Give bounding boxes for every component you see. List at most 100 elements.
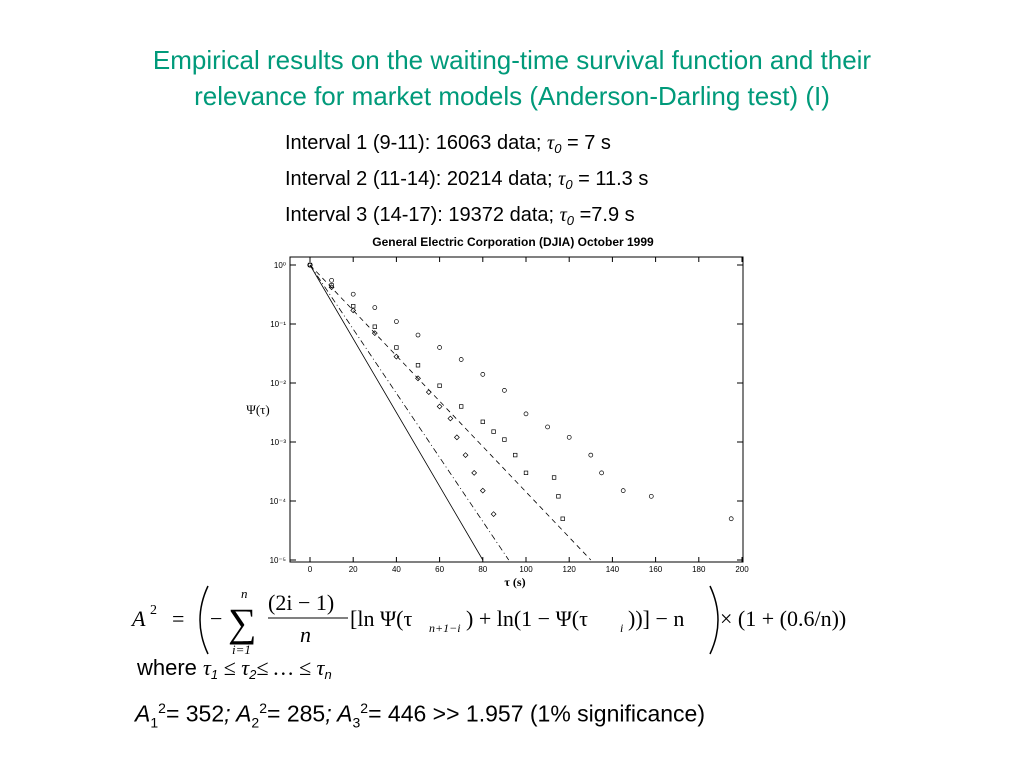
x-tick-label: 200 [735,565,749,574]
tau-subscript: n [324,667,332,682]
big-right-paren [709,585,719,655]
sum-sign: ∑ [228,600,257,645]
a-subscript: 1 [150,714,159,731]
separator: ; [224,700,237,727]
sum-lower: i=1 [232,642,251,657]
a-symbol: A [337,700,353,727]
tau-subscript: 0 [566,213,575,228]
y-tick-label: 10⁻³ [270,438,286,447]
formula-body-1: [ln Ψ(τ [350,606,412,631]
y-tick-label: 10⁰ [274,261,286,270]
formula-body-2-sub: i [620,621,623,635]
title-line-1: Empirical results on the waiting-time su… [152,45,872,75]
data-point [350,291,356,297]
a1-value: = 352 [165,700,225,727]
tau-symbol: τ [203,655,211,680]
x-tick-label: 120 [563,565,577,574]
data-point [490,511,497,517]
data-point [415,332,421,338]
x-axis-label: τ (s) [504,575,525,589]
fit-line [309,264,592,561]
data-point [437,345,442,350]
data-point [480,372,486,377]
formula-body-2: ) + ln(1 − Ψ(τ [466,606,588,631]
tau-symbol: τ [558,168,566,190]
formula-times: × (1 + (0.6/n)) [720,606,846,631]
data-point [436,403,443,410]
x-tick-label: 80 [478,565,487,574]
data-point [307,262,313,268]
interval-list: Interval 1 (9-11): 16063 data; τ0 = 7 s … [285,128,648,236]
results-line: A12= 352; A22= 285; A32= 446 >> 1.957 (1… [135,700,705,730]
data-point [545,424,550,430]
tau-subscript: 0 [554,141,562,156]
x-tick-label: 60 [435,565,444,574]
data-point [458,357,464,362]
data-point [502,388,507,393]
data-point [394,345,399,350]
data-point [394,319,399,324]
data-point [393,353,400,360]
a-symbol: A [236,700,252,727]
formula-minus: − [210,606,222,631]
y-tick-label: 10⁻⁵ [270,556,286,565]
data-point [728,516,734,522]
data-point [351,304,356,309]
y-axis-label: Ψ(τ) [246,402,269,417]
a-subscript: 3 [352,714,361,731]
interval-2-prefix: Interval 2 (11-14): 20214 data; [285,168,559,190]
formula-eq: = [172,606,184,631]
y-tick-label: 10⁻¹ [270,320,286,329]
page-title: Empirical results on the waiting-time su… [0,42,1024,114]
data-point [437,383,442,388]
data-point [415,363,421,368]
fraction-denominator: n [300,622,311,647]
formula-body-3: ))] − n [628,606,684,631]
interval-2: Interval 2 (11-14): 20214 data; τ0 = 11.… [285,164,648,200]
where-leq-2: ≤ … ≤ τ [256,655,325,680]
data-point [566,434,572,440]
interval-1-suffix: = 7 s [561,132,611,154]
interval-1: Interval 1 (9-11): 16063 data; τ0 = 7 s [285,128,648,164]
separator: ; [325,700,338,727]
chart-title: General Electric Corporation (DJIA) Octo… [372,235,654,249]
a-symbol: A [135,700,151,727]
data-point [620,488,626,493]
data-point [556,494,561,499]
data-point [372,324,377,329]
fit-line [309,264,484,561]
fraction-numerator: (2i − 1) [268,590,334,615]
data-point [599,470,604,476]
x-tick-label: 0 [308,565,313,574]
data-point [371,330,378,337]
formula-lhs: A [130,606,146,631]
data-point [328,284,335,291]
x-tick-label: 160 [649,565,663,574]
interval-2-suffix: = 11.3 s [572,168,649,190]
data-point [588,452,594,458]
data-point [329,283,334,288]
x-tick-label: 180 [692,565,706,574]
data-point [350,307,357,314]
title-line-2: relevance for market models (Anderson-Da… [194,81,830,111]
a-superscript: 2 [360,700,369,716]
data-point [462,452,469,458]
data-point [329,277,334,283]
anderson-darling-formula: A 2 = − n ∑ i=1 (2i − 1) n [ln Ψ(τ n+1−i… [130,585,846,657]
tau-subscript: 1 [210,667,219,682]
x-tick-label: 140 [606,565,620,574]
a3-value: = 446 >> 1.957 (1% significance) [368,700,706,727]
data-point [307,262,313,268]
data-point [491,429,496,434]
x-tick-label: 100 [519,565,533,574]
where-word: where [137,655,204,680]
a-subscript: 2 [251,714,260,731]
big-left-paren [199,585,209,655]
a2-value: = 285 [267,700,326,727]
fit-line [309,264,510,561]
data-point [372,305,378,310]
x-tick-label: 40 [392,565,401,574]
interval-3: Interval 3 (14-17): 19372 data; τ0 =7.9 … [285,200,648,236]
interval-3-suffix: =7.9 s [574,204,635,226]
x-tick-label: 20 [349,565,358,574]
